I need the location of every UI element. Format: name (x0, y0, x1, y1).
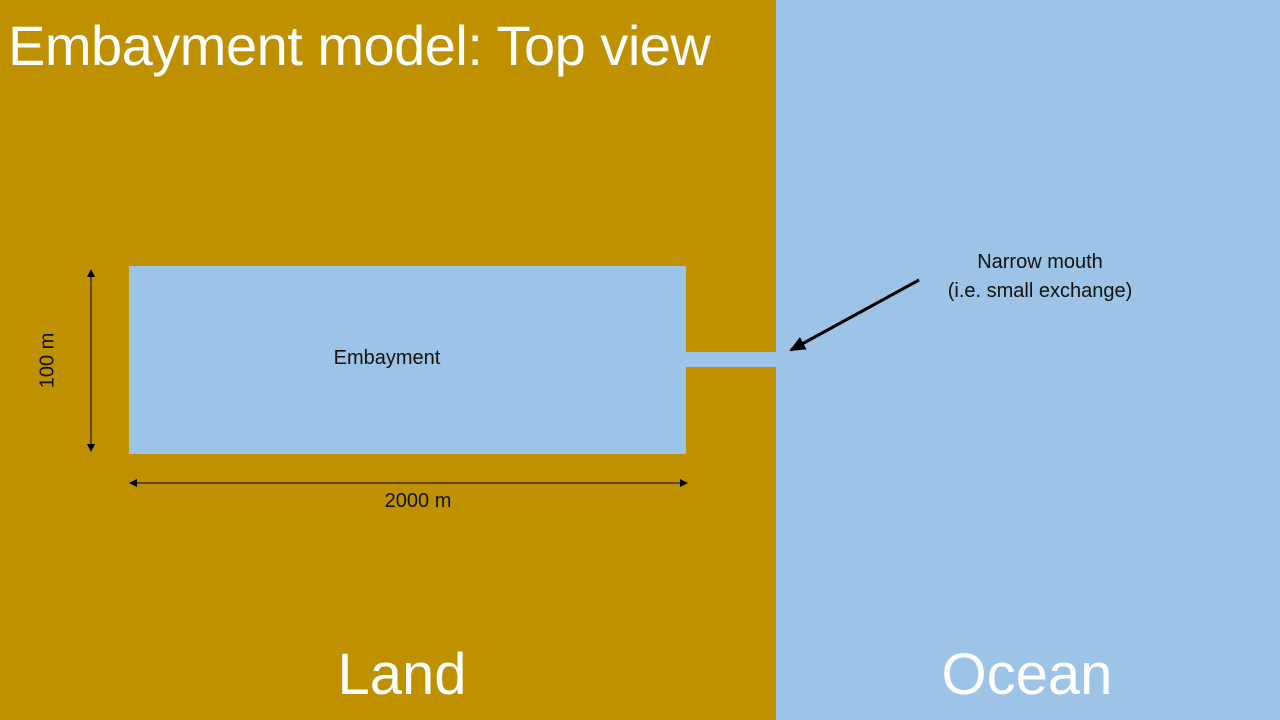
mouth-annotation-line1: Narrow mouth (977, 251, 1103, 273)
mouth-channel (686, 352, 776, 367)
width-dimension-label: 2000 m (384, 490, 452, 512)
embayment-basin (129, 266, 686, 454)
ocean-label: Ocean (941, 642, 1113, 707)
mouth-annotation-line2: (i.e. small exchange) (947, 280, 1133, 302)
mouth-annotation: Narrow mouth (i.e. small exchange) (920, 248, 1160, 306)
ocean-region (776, 0, 1280, 720)
embayment-label: Embayment (333, 347, 441, 369)
height-dimension-label: 100 m (36, 332, 59, 389)
land-label: Land (337, 642, 467, 707)
page-title: Embayment model: Top view (8, 14, 711, 77)
